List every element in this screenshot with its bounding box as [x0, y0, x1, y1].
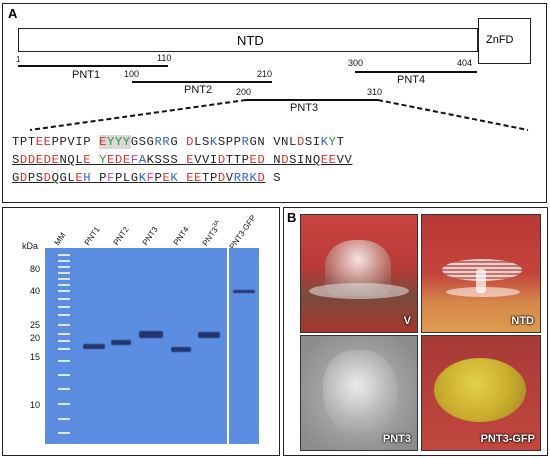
- pnt2-label: PNT2: [184, 84, 213, 96]
- band-pnt1: [83, 344, 105, 349]
- zoom-lines: [29, 99, 529, 131]
- pnt3-label: PNT3: [290, 102, 319, 114]
- pnt3-line: [246, 99, 378, 101]
- photo-ntd: NTD: [421, 214, 541, 333]
- kda-label: kDa: [22, 241, 39, 251]
- marker-40: 40: [30, 286, 41, 296]
- znfd-domain-box: [478, 18, 531, 64]
- pos-110: 110: [157, 53, 172, 63]
- ntd-domain-box: [18, 28, 478, 52]
- photo-label-pnt3: PNT3: [382, 433, 411, 445]
- photo-pnt3: PNT3: [300, 335, 418, 451]
- gel-image: [45, 248, 227, 444]
- gel-image-gfp: [229, 248, 259, 444]
- marker-10: 10: [30, 400, 41, 410]
- sequence-line-3: GDPSDQGLEH PFPLGKFPEK EETPDVRRKD S: [12, 171, 282, 185]
- marker-15: 15: [30, 352, 41, 362]
- photo-label-v: V: [403, 315, 411, 327]
- ntd-label: NTD: [237, 33, 264, 48]
- pos-210: 210: [257, 69, 273, 79]
- pos-1: 1: [16, 55, 21, 64]
- photo-label-pnt3-gfp: PNT3-GFP: [480, 433, 535, 445]
- sequence-line-1: TPTEEPPVIP EYYYGSGRRG DLSKSPPRGN VNLDSIK…: [12, 135, 345, 149]
- pos-100: 100: [124, 69, 140, 79]
- panel-a: [2, 3, 547, 203]
- band-pnt3: [139, 331, 163, 338]
- photo-v: V: [300, 214, 418, 333]
- znfd-label: ZnFD: [486, 34, 514, 46]
- panel-b: [283, 207, 548, 456]
- pos-310: 310: [367, 87, 383, 97]
- band-pnt2: [111, 340, 131, 345]
- sequence-line-2: SDDEDENQLE YEDEFAKSSS EVVIDTTPED NDSINQE…: [12, 153, 353, 167]
- pnt1-label: PNT1: [72, 69, 101, 81]
- pnt1-line: [18, 65, 168, 67]
- marker-20: 20: [30, 333, 41, 343]
- gel-panel: [2, 207, 280, 456]
- marker-25: 25: [30, 320, 41, 330]
- photo-label-ntd: NTD: [511, 315, 534, 327]
- panel-b-letter: B: [287, 210, 297, 225]
- pos-404: 404: [457, 58, 473, 68]
- pnt4-line: [355, 71, 477, 73]
- band-pnt4: [171, 347, 191, 352]
- pnt2-line: [132, 81, 272, 83]
- pos-200: 200: [236, 87, 252, 97]
- marker-80: 80: [30, 264, 41, 274]
- pos-300: 300: [348, 58, 364, 68]
- panel-a-letter: A: [8, 6, 18, 21]
- photo-pnt3-gfp: PNT3-GFP: [421, 335, 541, 451]
- band-pnt3-3a: [198, 332, 220, 338]
- band-pnt3-gfp: [233, 290, 255, 293]
- gel-separator: [227, 248, 229, 444]
- pnt4-label: PNT4: [397, 74, 426, 86]
